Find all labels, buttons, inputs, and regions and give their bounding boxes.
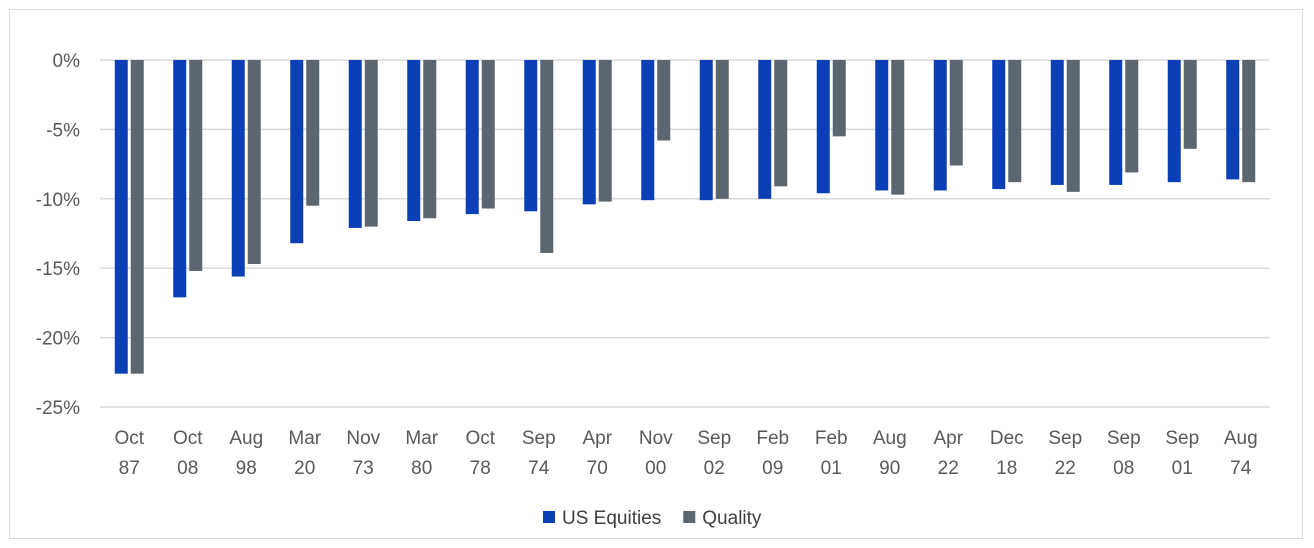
bar-quality: [774, 60, 788, 187]
bar-quality: [130, 60, 144, 374]
x-tick-label-month: Nov: [346, 428, 380, 449]
x-tick-label-year: 22: [938, 458, 959, 479]
bar-quality: [540, 60, 554, 253]
x-tick-label-month: Feb: [756, 428, 789, 449]
bar-us-equities: [699, 60, 713, 201]
y-tick-label: -20%: [36, 329, 80, 350]
x-tick-label-year: 00: [645, 458, 666, 479]
x-tick-label-month: Sep: [1165, 428, 1199, 449]
y-tick-label: -10%: [36, 190, 80, 211]
bar-us-equities: [641, 60, 655, 201]
bar-us-equities: [173, 60, 187, 298]
bar-us-equities: [524, 60, 538, 212]
x-tick-label-month: Apr: [582, 428, 612, 449]
x-tick-label-month: Mar: [288, 428, 321, 449]
x-tick-label-month: Oct: [173, 428, 203, 449]
x-axis: Oct 87 Oct 08 Aug 98 Mar 20 Nov 73 Mar 80 Oct 78 Sep 74…: [114, 428, 1257, 479]
x-tick-label-year: 98: [236, 458, 257, 479]
x-tick-label-month: Feb: [815, 428, 848, 449]
bar-us-equities: [816, 60, 830, 194]
bar-us-equities: [348, 60, 362, 228]
bar-us-equities: [992, 60, 1006, 190]
x-tick-label-month: Oct: [114, 428, 144, 449]
bar-quality: [1242, 60, 1256, 183]
bar-quality: [423, 60, 437, 219]
x-tick-label-month: Sep: [1107, 428, 1141, 449]
x-tick-label-month: Aug: [229, 428, 263, 449]
legend-item: US Equities: [543, 508, 661, 529]
x-tick-label-year: 02: [704, 458, 725, 479]
y-tick-label: -5%: [46, 120, 80, 141]
bar-quality: [715, 60, 729, 199]
x-tick-label-year: 08: [177, 458, 198, 479]
bar-quality: [1008, 60, 1022, 183]
bar-quality: [189, 60, 203, 271]
x-tick-label-month: Aug: [873, 428, 907, 449]
bar-us-equities: [1109, 60, 1123, 185]
legend-swatch: [683, 511, 696, 523]
chart-frame: [9, 9, 1303, 539]
x-tick-label-month: Aug: [1224, 428, 1258, 449]
x-tick-label-year: 70: [587, 458, 608, 479]
gridlines: [100, 59, 1270, 408]
legend-label: Quality: [702, 508, 762, 529]
x-tick-label-year: 78: [470, 458, 491, 479]
x-tick-label-month: Sep: [1048, 428, 1082, 449]
x-tick-label-month: Apr: [933, 428, 963, 449]
bar-us-equities: [407, 60, 421, 222]
bar-quality: [1183, 60, 1197, 149]
bar-us-equities: [582, 60, 596, 205]
bar-quality: [1125, 60, 1139, 173]
bar-us-equities: [875, 60, 889, 191]
y-tick-label: -15%: [36, 259, 80, 280]
x-tick-label-year: 73: [353, 458, 374, 479]
bar-quality: [1066, 60, 1080, 192]
bar-quality: [832, 60, 846, 137]
bar-quality: [598, 60, 612, 202]
x-tick-label-year: 09: [762, 458, 783, 479]
y-tick-label: 0%: [53, 51, 81, 72]
x-tick-label-month: Sep: [697, 428, 731, 449]
x-tick-label-year: 74: [1230, 458, 1252, 479]
bars: [114, 60, 1256, 374]
x-tick-label-year: 74: [528, 458, 550, 479]
bar-us-equities: [290, 60, 304, 244]
legend: US Equities Quality: [543, 508, 762, 529]
x-tick-label-month: Oct: [465, 428, 495, 449]
x-tick-label-month: Nov: [639, 428, 673, 449]
bar-quality: [891, 60, 905, 195]
bar-us-equities: [758, 60, 772, 199]
x-tick-label-month: Mar: [405, 428, 438, 449]
bar-us-equities: [933, 60, 947, 191]
bar-us-equities: [465, 60, 479, 215]
bar-us-equities: [1050, 60, 1064, 185]
x-tick-label-year: 20: [294, 458, 315, 479]
y-axis: 0% -5% -10% -15% -20% -25%: [36, 51, 80, 419]
bar-quality: [657, 60, 671, 141]
bar-us-equities: [1226, 60, 1240, 180]
x-tick-label-month: Sep: [522, 428, 556, 449]
x-tick-label-year: 87: [119, 458, 140, 479]
legend-item: Quality: [683, 508, 762, 529]
x-tick-label-year: 80: [411, 458, 432, 479]
x-tick-label-year: 01: [1172, 458, 1193, 479]
bar-quality: [247, 60, 261, 265]
legend-swatch: [543, 511, 555, 523]
x-tick-label-year: 90: [879, 458, 900, 479]
bar-us-equities: [114, 60, 128, 374]
bar-quality: [306, 60, 320, 206]
bar-us-equities: [1167, 60, 1181, 183]
bar-quality: [949, 60, 963, 166]
x-tick-label-year: 08: [1113, 458, 1134, 479]
legend-label: US Equities: [562, 508, 661, 529]
x-tick-label-month: Dec: [990, 428, 1024, 449]
x-tick-label-year: 22: [1055, 458, 1076, 479]
bar-quality: [364, 60, 378, 227]
x-tick-label-year: 01: [821, 458, 842, 479]
bar-us-equities: [231, 60, 245, 277]
y-tick-label: -25%: [36, 398, 80, 419]
bar-quality: [481, 60, 495, 209]
x-tick-label-year: 18: [996, 458, 1017, 479]
